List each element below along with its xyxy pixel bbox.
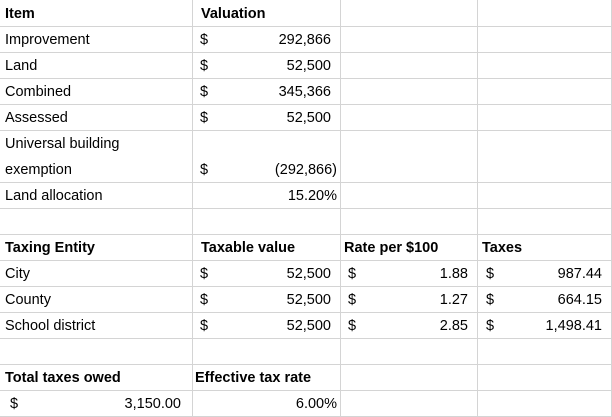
taxes-header[interactable]: Taxes [482, 240, 523, 256]
gridline [0, 26, 612, 27]
rate-cell[interactable]: 2.85 [439, 318, 468, 334]
valuation-cell[interactable]: 345,366 [278, 84, 331, 100]
entity-cell[interactable]: City [5, 266, 30, 282]
currency-symbol: $ [200, 32, 209, 48]
valuation-cell[interactable]: 15.20% [287, 188, 337, 204]
valuation-header[interactable]: Valuation [201, 6, 266, 22]
gridline [0, 52, 612, 53]
currency-symbol: $ [200, 162, 209, 178]
taxable-value-cell[interactable]: 52,500 [286, 266, 331, 282]
item-cell[interactable]: Land allocation [5, 188, 103, 204]
currency-symbol: $ [486, 292, 495, 308]
entity-cell[interactable]: County [5, 292, 51, 308]
currency-symbol: $ [200, 84, 209, 100]
item-cell[interactable]: Land [5, 58, 38, 74]
gridline [0, 130, 612, 131]
gridline [0, 260, 612, 261]
currency-symbol: $ [10, 396, 19, 412]
total-taxes-label[interactable]: Total taxes owed [5, 370, 121, 386]
item-cell[interactable]: Improvement [5, 32, 90, 48]
currency-symbol: $ [486, 266, 495, 282]
currency-symbol: $ [200, 318, 209, 334]
rate-cell[interactable]: 1.88 [439, 266, 468, 282]
taxable-value-cell[interactable]: 52,500 [286, 318, 331, 334]
currency-symbol: $ [200, 292, 209, 308]
currency-symbol: $ [348, 266, 357, 282]
currency-symbol: $ [200, 110, 209, 126]
gridline [0, 104, 612, 105]
taxable-value-header[interactable]: Taxable value [201, 240, 296, 256]
valuation-cell[interactable]: (292,866) [274, 162, 337, 178]
currency-symbol: $ [200, 266, 209, 282]
gridline [0, 364, 612, 365]
total-taxes-value[interactable]: 3,150.00 [124, 396, 181, 412]
valuation-cell[interactable]: 52,500 [286, 110, 331, 126]
taxable-value-cell[interactable]: 52,500 [286, 292, 331, 308]
item-cell[interactable]: Assessed [5, 110, 68, 126]
gridline [0, 312, 612, 313]
gridline [0, 390, 612, 391]
gridline [0, 286, 612, 287]
currency-symbol: $ [486, 318, 495, 334]
valuation-cell[interactable]: 292,866 [278, 32, 331, 48]
effective-rate-label[interactable]: Effective tax rate [195, 370, 312, 386]
gridline [0, 338, 612, 339]
taxes-cell[interactable]: 664.15 [557, 292, 602, 308]
valuation-cell[interactable]: 52,500 [286, 58, 331, 74]
gridline [0, 208, 612, 209]
gridline [0, 78, 612, 79]
currency-symbol: $ [348, 292, 357, 308]
taxing-entity-header[interactable]: Taxing Entity [5, 240, 95, 256]
entity-cell[interactable]: School district [5, 318, 96, 334]
currency-symbol: $ [348, 318, 357, 334]
item-cell-line2[interactable]: exemption [5, 162, 72, 178]
item-cell-line1[interactable]: Universal building [5, 136, 120, 152]
taxes-cell[interactable]: 1,498.41 [545, 318, 602, 334]
rate-header[interactable]: Rate per $100 [344, 240, 439, 256]
rate-cell[interactable]: 1.27 [439, 292, 468, 308]
gridline [0, 234, 612, 235]
taxes-cell[interactable]: 987.44 [557, 266, 602, 282]
gridline [0, 182, 612, 183]
currency-symbol: $ [200, 58, 209, 74]
effective-rate-value[interactable]: 6.00% [295, 396, 337, 412]
item-header[interactable]: Item [5, 6, 35, 22]
item-cell[interactable]: Combined [5, 84, 72, 100]
